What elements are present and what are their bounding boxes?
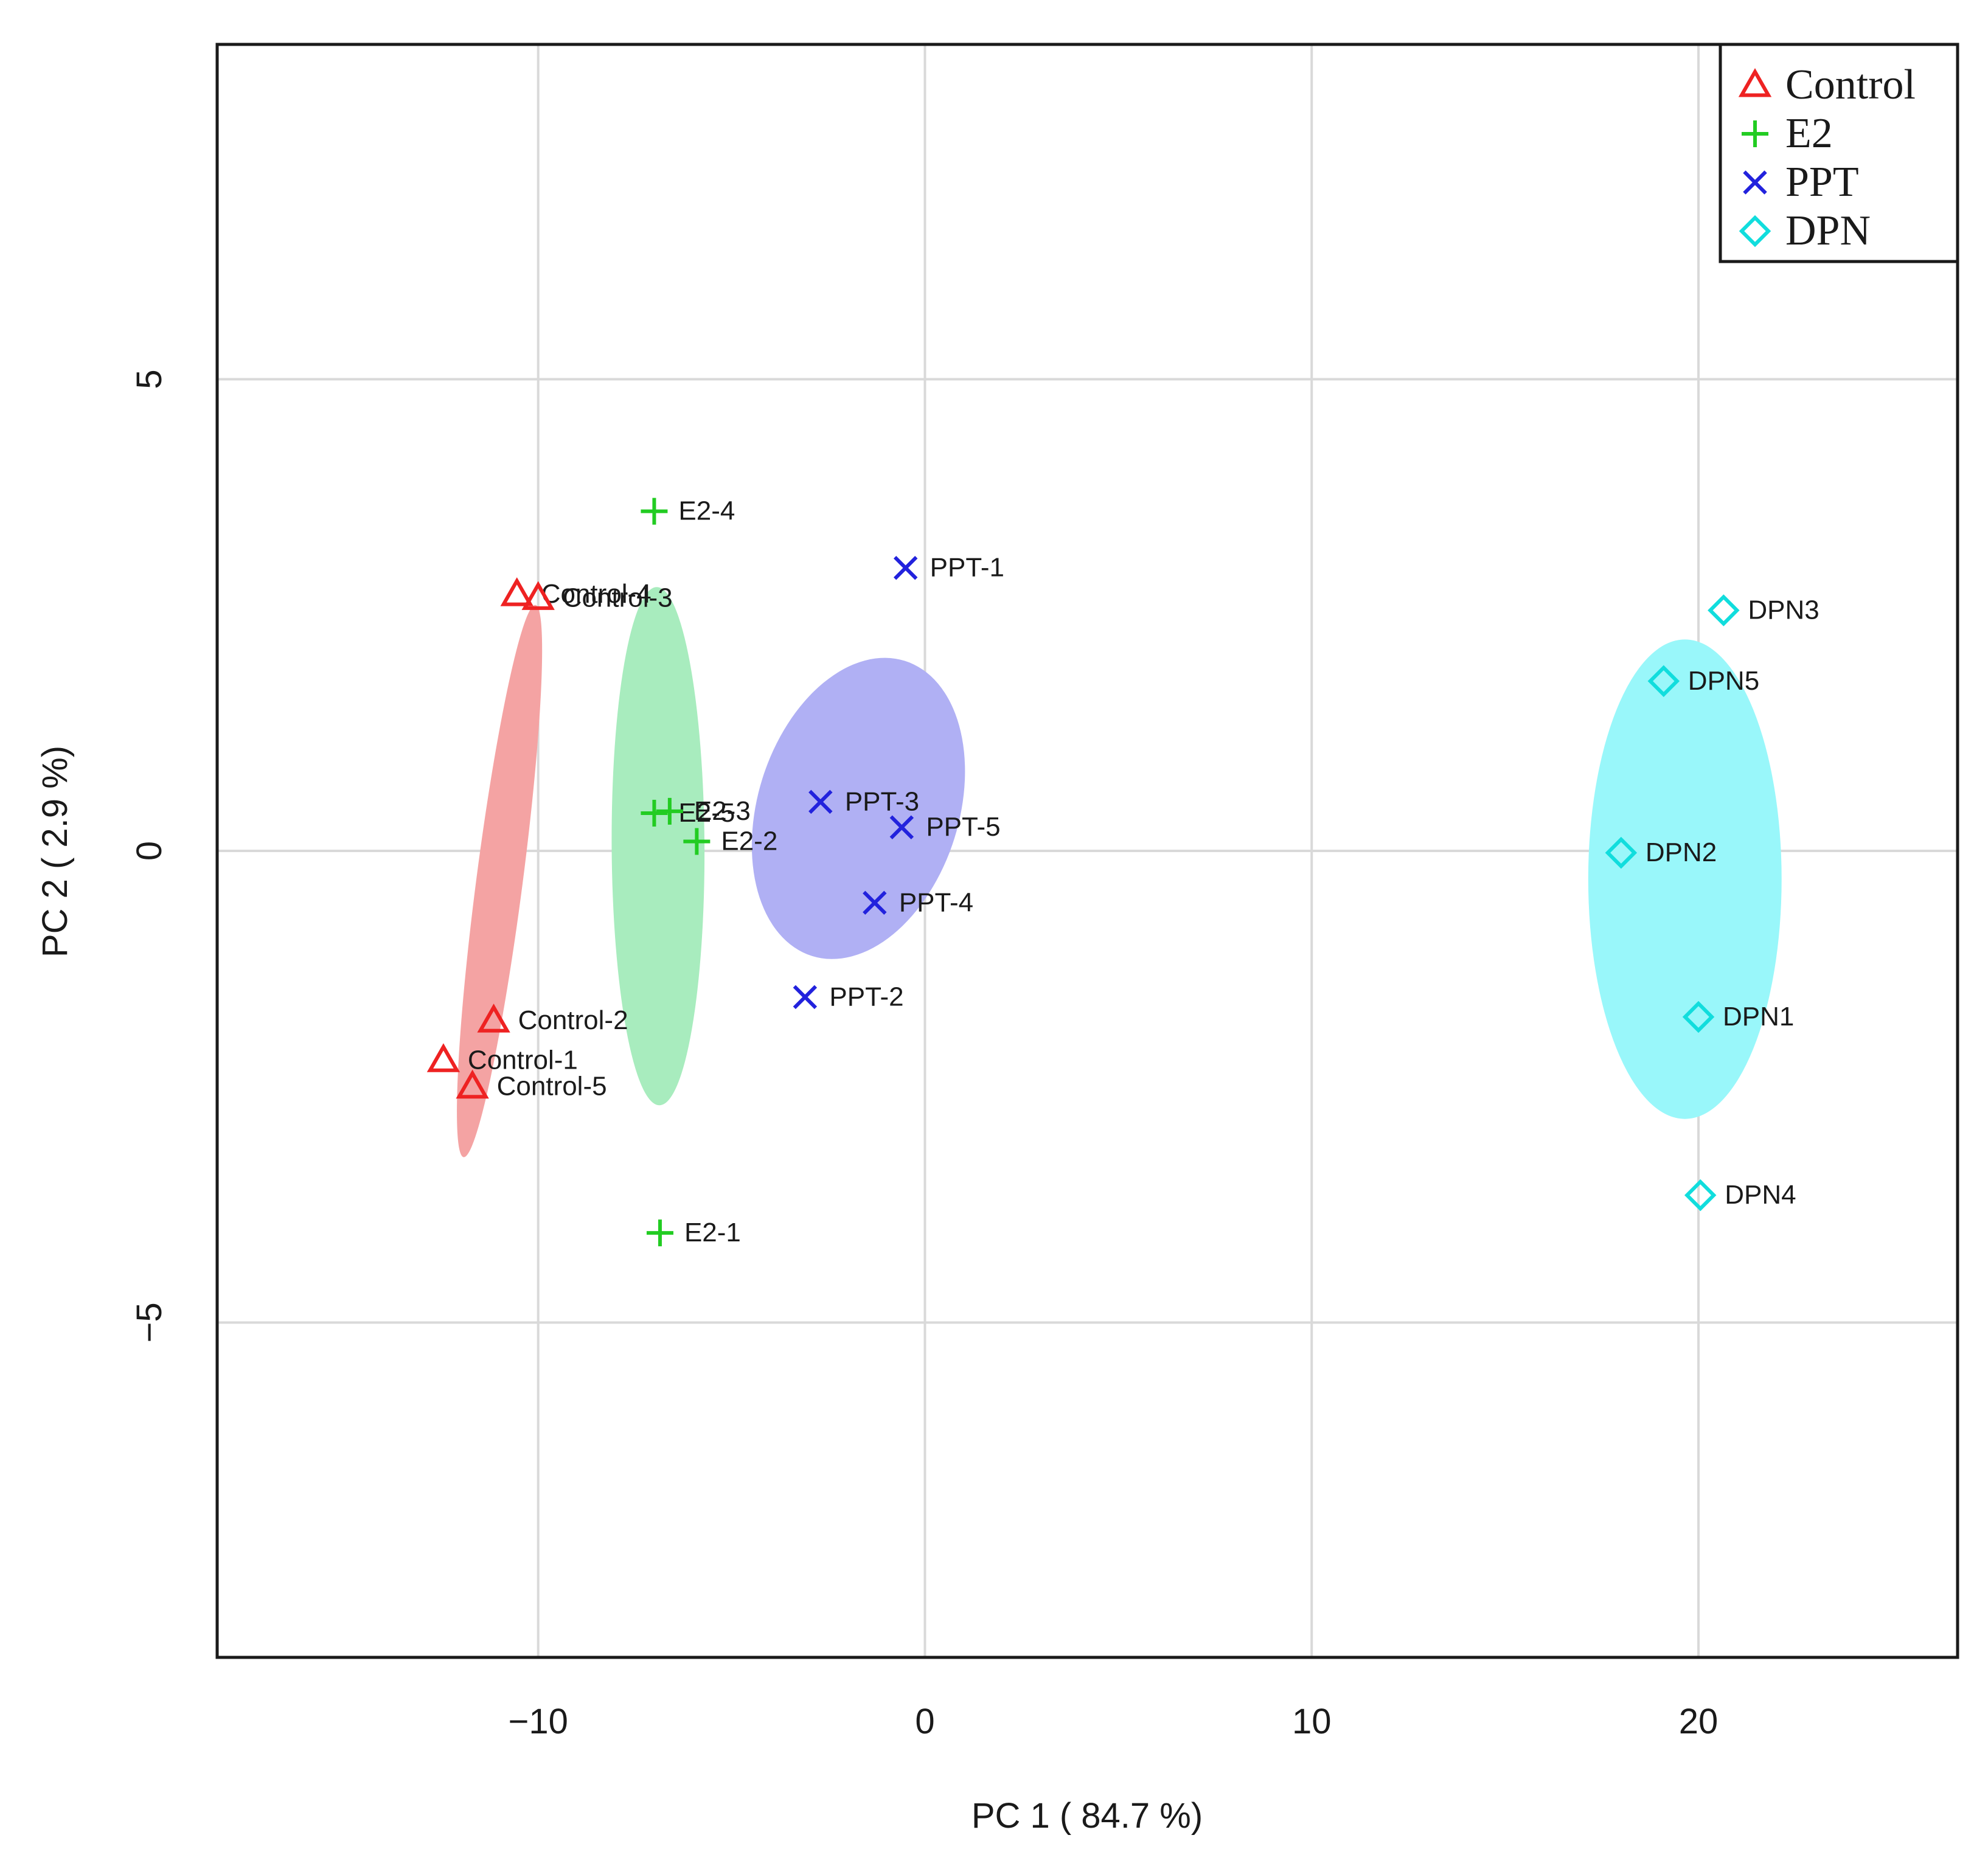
point-label-ppt-2: PPT-2 [829, 982, 903, 1011]
legend-marker-ppt [1743, 170, 1767, 195]
series-dpn: DPN3 DPN5 DPN2 DPN1 DPN4 [1605, 594, 1819, 1212]
legend-label-ppt: PPT [1785, 159, 1859, 206]
point-label-dpn4: DPN4 [1725, 1180, 1796, 1210]
x-tick-label: 10 [1292, 1702, 1332, 1741]
y-tick-label: −5 [130, 1302, 169, 1342]
data-point-ppt-2 [793, 985, 818, 1010]
ellipse-control [457, 605, 543, 1157]
legend-label-e2: E2 [1785, 110, 1833, 157]
data-point-control-1 [426, 1043, 461, 1072]
point-label-e2-2: E2-2 [721, 826, 777, 856]
legend-marker-dpn [1739, 215, 1771, 248]
legend-marker-control [1738, 68, 1772, 97]
data-point-e2-2 [683, 828, 711, 855]
point-label-ppt-4: PPT-4 [899, 887, 973, 917]
data-point-dpn5 [1647, 665, 1680, 698]
point-label-ppt-1: PPT-1 [930, 553, 1004, 583]
point-label-e2-4: E2-4 [678, 496, 735, 526]
y-axis-title: PC 2 ( 2.9 %) [35, 746, 75, 957]
point-label-dpn1: DPN1 [1723, 1002, 1794, 1032]
data-point-ppt-1 [893, 556, 918, 580]
point-label-control-2: Control-2 [518, 1005, 628, 1035]
plot-frame [215, 43, 1959, 1659]
legend-label-control: Control [1785, 61, 1916, 108]
point-label-dpn5: DPN5 [1688, 666, 1759, 696]
data-point-ppt-3 [808, 789, 833, 814]
series-e2: E2-4 E2-5E2-3E2-2 E2-1 [641, 496, 777, 1247]
data-point-ppt-5 [889, 815, 914, 839]
point-label-e2-5: E2-5 [678, 798, 735, 828]
legend-label-dpn: DPN [1785, 207, 1871, 254]
data-point-e2-3 [656, 797, 683, 825]
data-point-dpn3 [1708, 594, 1740, 626]
data-point-control-5 [456, 1069, 489, 1099]
point-label-control-1: Control-1 [468, 1045, 578, 1075]
y-axis-ticks: −5 0 5 [130, 369, 169, 1342]
x-axis-ticks: −10 0 10 20 [509, 1702, 1719, 1741]
point-label-e2-1: E2-1 [684, 1218, 741, 1247]
point-label-dpn3: DPN3 [1748, 595, 1819, 625]
x-tick-label: 0 [915, 1702, 934, 1741]
point-label-dpn2: DPN2 [1646, 838, 1717, 867]
data-point-dpn1 [1682, 1001, 1715, 1033]
x-tick-label: 20 [1679, 1702, 1719, 1741]
data-point-control-4 [500, 577, 533, 606]
y-tick-label: 5 [130, 369, 169, 389]
ellipse-e2 [611, 587, 705, 1106]
point-label-e2-3: E2-3 [694, 796, 751, 826]
group-ellipses [457, 587, 1782, 1157]
data-point-e2-5 [641, 799, 668, 827]
data-point-e2-4 [641, 498, 668, 525]
point-label-control-4: Control-4 [541, 579, 652, 609]
data-point-dpn4 [1684, 1179, 1717, 1212]
point-label-control-3: Control-3 [563, 583, 673, 612]
data-point-e2-1 [646, 1219, 673, 1247]
ellipse-ppt [751, 657, 965, 959]
data-point-dpn2 [1605, 836, 1638, 869]
ellipse-dpn [1588, 639, 1782, 1119]
data-point-control-2 [477, 1004, 510, 1033]
point-label-ppt-5: PPT-5 [926, 812, 1000, 842]
x-axis-title: PC 1 ( 84.7 %) [971, 1796, 1203, 1836]
y-tick-label: 0 [130, 841, 169, 861]
data-point-control-3 [521, 581, 555, 610]
data-point-ppt-4 [863, 890, 887, 915]
point-label-ppt-3: PPT-3 [845, 786, 919, 816]
x-tick-label: −10 [509, 1702, 568, 1741]
point-label-control-5: Control-5 [497, 1072, 607, 1101]
legend-marker-e2 [1742, 120, 1768, 147]
